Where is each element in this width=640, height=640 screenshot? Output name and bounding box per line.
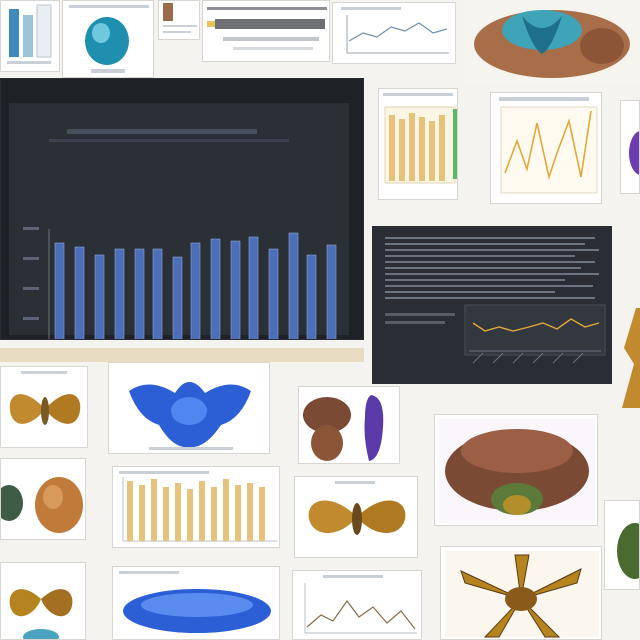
bar-thumb-card[interactable] [378,88,458,200]
small-gold-specimen [9,589,73,639]
gold-bar-chart-card[interactable] [112,466,280,548]
blue-specimen-icon [129,382,251,450]
thumb-3-graphic [163,3,197,33]
top-thumb-2[interactable] [62,0,154,78]
gold-butterfly-card[interactable] [0,366,88,448]
ruler-icon [207,7,327,50]
brown-purple-card[interactable] [298,386,400,464]
brain-cross-section-icon [439,419,595,523]
blue-blob-card[interactable] [112,566,280,640]
top-thumb-6[interactable] [462,0,640,84]
top-thumb-4[interactable] [202,0,330,62]
small-gold-card[interactable] [0,562,86,640]
purple-specimen-card[interactable] [620,100,640,194]
gold-edge-specimen [622,308,640,408]
gold-bar-thumb [383,93,457,184]
gold-moth-card[interactable] [294,476,418,558]
gold-star-specimen-icon [445,551,599,638]
brown-cluster-icon [303,395,384,461]
dark-text-line-chart [373,227,611,383]
brain-specimen-icon [474,10,630,78]
top-thumb-1[interactable] [0,0,60,72]
brown-nut-icon [1,477,83,533]
thumb-1-graphic [7,4,52,64]
large-brain-card[interactable] [434,414,598,526]
purple-specimen-icon [629,131,639,175]
top-thumb-3[interactable] [158,0,200,40]
gold-star-card[interactable] [440,546,602,640]
teal-specimen-icon [69,5,149,73]
top-thumb-5[interactable] [332,2,456,64]
top-mini-line-chart [341,7,449,54]
gold-right-edge-card[interactable] [614,304,640,414]
brown-nut-card[interactable] [0,458,86,540]
large-bar-chart [9,103,349,339]
gold-butterfly-icon [9,371,81,425]
blue-blob-icon [119,571,271,633]
section-divider [0,348,364,362]
blue-specimen-card[interactable] [108,362,270,454]
gold-bar-chart [119,471,277,542]
small-line-chart-card[interactable] [292,570,422,640]
gold-line-thumb [499,97,598,194]
line-thumb-card[interactable] [490,92,602,204]
text-line-chart-panel[interactable] [372,226,612,384]
gold-moth-icon [308,481,406,535]
large-bar-chart-panel[interactable] [0,78,364,340]
green-edge-specimen [617,523,639,579]
small-line-chart [304,575,417,634]
green-edge-card[interactable] [604,500,640,590]
